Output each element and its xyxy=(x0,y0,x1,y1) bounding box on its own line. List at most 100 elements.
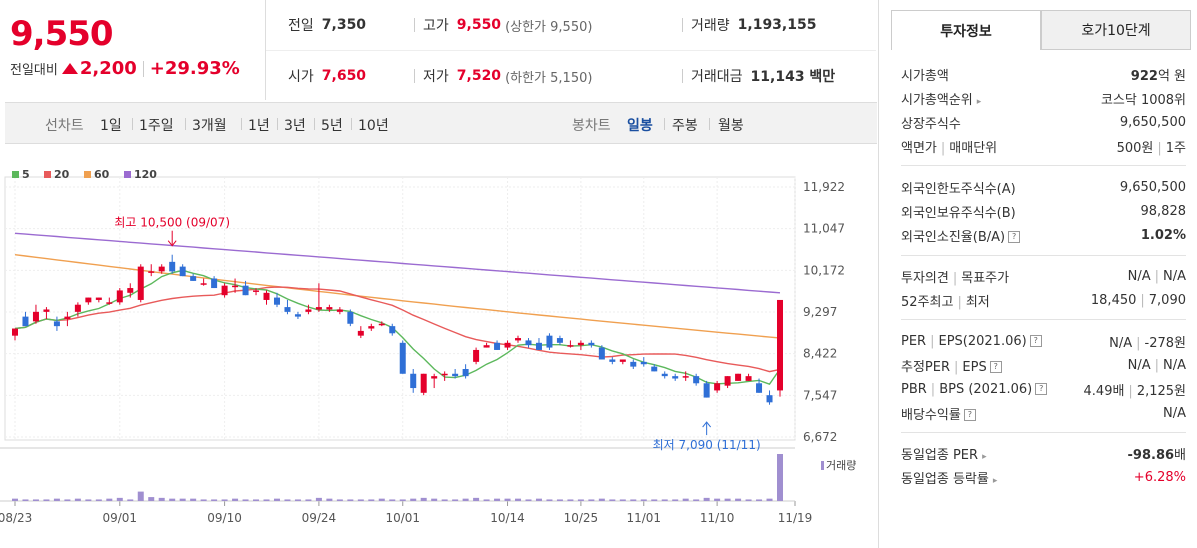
price-summary: 9,550 전일대비 2,200 +29.93% xyxy=(0,0,266,100)
period-1w[interactable]: 1주일 xyxy=(139,118,174,134)
investment-info-panel: 투자정보 호가10단계 시가총액 922억 원 시가총액순위 ▸ 코스닥 1008… xyxy=(878,0,1197,548)
period-10y[interactable]: 10년 xyxy=(358,118,389,134)
candle-monthly[interactable]: 월봉 xyxy=(718,118,744,134)
info-row-pbr: PBR | BPS (2021.06)? 4.49배 | 2,125원 xyxy=(901,381,1186,399)
candle-body xyxy=(598,347,605,360)
volume-bar xyxy=(106,498,113,501)
volume-bar xyxy=(609,499,616,501)
info-row-foreign-ratio: 외국인소진율(B/A)? 1.02% xyxy=(901,227,1186,245)
volume-bar xyxy=(777,454,783,501)
volume-bar xyxy=(43,499,50,501)
volume-bar xyxy=(315,497,322,501)
candle-body xyxy=(672,376,679,379)
candle-body xyxy=(116,290,123,303)
volume-bar xyxy=(546,499,553,501)
chart-toolbar: 선차트 1일 1주일 3개월 1년 3년 5년 10년 봉차트 일봉 주봉 월봉 xyxy=(5,102,877,144)
info-row-sector-change[interactable]: 동일업종 등락률 ▸ +6.28% xyxy=(901,469,1186,487)
volume-legend-swatch xyxy=(821,461,824,470)
candle-body xyxy=(389,326,396,334)
legend-swatch xyxy=(84,171,91,178)
volume-bar xyxy=(263,499,270,501)
volume-bar xyxy=(619,499,626,501)
candle-body xyxy=(158,266,165,272)
candle-body xyxy=(294,314,301,317)
help-icon[interactable]: ? xyxy=(1035,383,1048,395)
volume-bar xyxy=(504,498,511,501)
candle-body xyxy=(106,302,113,304)
volume-bar xyxy=(242,499,249,501)
price-change: 전일대비 2,200 +29.93% xyxy=(10,58,240,79)
period-3y[interactable]: 3년 xyxy=(284,118,306,134)
candle-body xyxy=(651,366,658,372)
tab-investment-info[interactable]: 투자정보 xyxy=(891,10,1041,50)
current-price: 9,550 xyxy=(10,14,114,54)
candle-daily[interactable]: 일봉 xyxy=(627,118,653,134)
y-tick-label: 7,547 xyxy=(803,388,837,402)
volume-bar xyxy=(64,499,71,501)
volume-bar xyxy=(305,499,312,501)
volume-bar xyxy=(169,498,176,501)
volume-bar xyxy=(640,499,647,501)
candle-body xyxy=(12,328,18,336)
candle-body xyxy=(756,383,763,393)
volume-bar xyxy=(588,499,595,501)
volume-bar xyxy=(714,498,721,501)
candle-body xyxy=(200,283,207,285)
info-row-cap-rank[interactable]: 시가총액순위 ▸ 코스닥 1008위 xyxy=(901,92,1186,108)
change-label: 전일대비 xyxy=(10,63,58,78)
x-tick-label: 09/01 xyxy=(102,511,137,525)
candle-body xyxy=(577,342,584,346)
info-row-foreign-holding: 외국인보유주식수(B) 98,828 xyxy=(901,203,1186,221)
volume-bar xyxy=(420,497,427,501)
candle-body xyxy=(221,285,228,296)
candle-body xyxy=(305,309,312,312)
line-chart-label[interactable]: 선차트 xyxy=(45,118,84,134)
help-icon[interactable]: ? xyxy=(989,361,1002,373)
help-icon[interactable]: ? xyxy=(1029,335,1042,347)
help-icon[interactable]: ? xyxy=(963,409,976,421)
period-1y[interactable]: 1년 xyxy=(248,118,270,134)
volume-bar xyxy=(148,497,155,501)
stat-low: 저가 7,520 (하한가 5,150) xyxy=(414,66,592,86)
candle-weekly[interactable]: 주봉 xyxy=(672,118,698,134)
candle-body xyxy=(336,309,343,312)
candle-body xyxy=(609,359,616,362)
stat-high: 고가 9,550 (상한가 9,550) xyxy=(414,15,592,35)
volume-bar xyxy=(462,498,469,501)
info-row-per: PER | EPS(2021.06)? N/A | -278원 xyxy=(901,333,1186,351)
candle-body xyxy=(95,297,102,300)
candle-body xyxy=(693,376,700,384)
candle-body xyxy=(148,271,155,273)
volume-bar xyxy=(672,499,679,501)
volume-bar xyxy=(127,499,134,501)
y-tick-label: 11,047 xyxy=(803,222,845,236)
volume-bar xyxy=(441,499,448,501)
arrow-right-icon: ▸ xyxy=(982,451,987,462)
period-1d[interactable]: 1일 xyxy=(100,118,122,134)
arrow-right-icon: ▸ xyxy=(992,475,998,486)
candle-body xyxy=(735,373,742,381)
info-row-sector-per[interactable]: 동일업종 PER ▸ -98.86배 xyxy=(901,447,1186,463)
candle-body xyxy=(766,395,773,403)
volume-bar xyxy=(651,499,658,501)
candle-body xyxy=(284,307,291,312)
volume-bar xyxy=(253,499,260,501)
volume-bar xyxy=(494,498,501,501)
volume-bar xyxy=(85,499,92,501)
candle-body xyxy=(567,345,574,347)
candle-body xyxy=(724,376,731,386)
help-icon[interactable]: ? xyxy=(1008,231,1021,243)
volume-bar xyxy=(745,499,752,501)
volume-bar xyxy=(682,498,689,501)
legend-swatch xyxy=(44,171,51,178)
tab-orderbook[interactable]: 호가10단계 xyxy=(1041,10,1191,50)
stock-chart[interactable]: 11,922 11,047 10,172 9,297 8,422 7,547 6,672 08… xyxy=(0,150,877,548)
candle-chart-label[interactable]: 봉차트 xyxy=(572,118,611,134)
candle-body xyxy=(169,261,176,272)
period-3m[interactable]: 3개월 xyxy=(192,118,227,134)
volume-bar xyxy=(74,498,81,501)
candle-body xyxy=(473,349,480,362)
high-annotation: 최고 10,500 (09/07) xyxy=(114,216,230,230)
volume-bar xyxy=(535,498,542,501)
period-5y[interactable]: 5년 xyxy=(321,118,343,134)
